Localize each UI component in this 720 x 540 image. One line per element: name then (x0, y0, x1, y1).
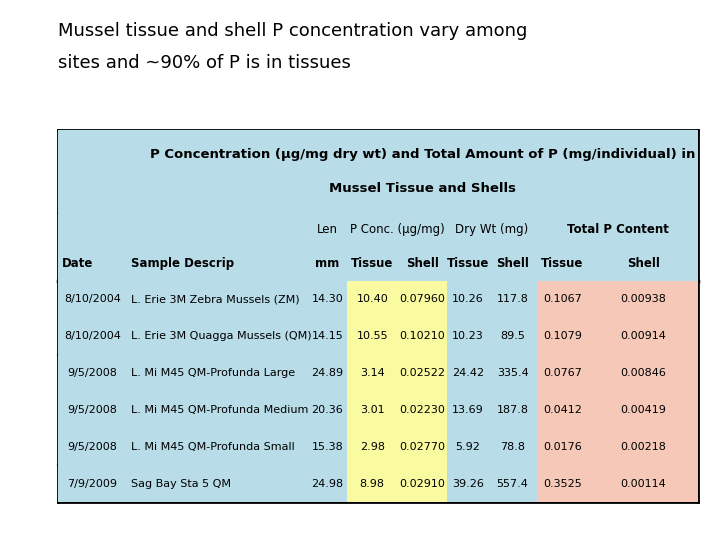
Text: 0.00938: 0.00938 (621, 294, 666, 304)
Text: L. Mi M45 QM-Profunda Small: L. Mi M45 QM-Profunda Small (131, 442, 295, 452)
Text: 10.40: 10.40 (356, 294, 388, 304)
Text: L. Mi M45 QM-Profunda Medium: L. Mi M45 QM-Profunda Medium (131, 405, 308, 415)
Text: 24.98: 24.98 (311, 479, 343, 489)
Text: 0.00914: 0.00914 (621, 331, 666, 341)
Text: Date: Date (62, 256, 94, 270)
Text: 0.00846: 0.00846 (621, 368, 666, 378)
Text: L. Erie 3M Quagga Mussels (QM): L. Erie 3M Quagga Mussels (QM) (131, 331, 312, 341)
Text: 117.8: 117.8 (497, 294, 528, 304)
Text: 0.02230: 0.02230 (400, 405, 445, 415)
Text: 0.1079: 0.1079 (543, 331, 582, 341)
Text: 0.0412: 0.0412 (543, 405, 582, 415)
Text: P Concentration (μg/mg dry wt) and Total Amount of P (mg/individual) in: P Concentration (μg/mg dry wt) and Total… (150, 147, 695, 161)
Text: L. Erie 3M Zebra Mussels (ZM): L. Erie 3M Zebra Mussels (ZM) (131, 294, 300, 304)
Text: 0.02770: 0.02770 (399, 442, 445, 452)
Text: 0.0767: 0.0767 (543, 368, 582, 378)
Text: 5.92: 5.92 (455, 442, 480, 452)
Text: 0.07960: 0.07960 (400, 294, 445, 304)
Text: 24.89: 24.89 (311, 368, 343, 378)
Text: Tissue: Tissue (541, 256, 584, 270)
Text: Len: Len (317, 223, 338, 236)
Text: 0.00218: 0.00218 (621, 442, 666, 452)
Text: 8/10/2004: 8/10/2004 (64, 294, 121, 304)
Text: mm: mm (315, 256, 340, 270)
Text: 8/10/2004: 8/10/2004 (64, 331, 121, 341)
Text: Sag Bay Sta 5 QM: Sag Bay Sta 5 QM (131, 479, 231, 489)
Text: 0.00419: 0.00419 (621, 405, 666, 415)
Text: 3.01: 3.01 (360, 405, 384, 415)
Text: Shell: Shell (627, 256, 660, 270)
Text: 89.5: 89.5 (500, 331, 525, 341)
Text: 0.10210: 0.10210 (400, 331, 445, 341)
Text: 24.42: 24.42 (451, 368, 484, 378)
Text: 78.8: 78.8 (500, 442, 525, 452)
Text: Sample Descrip: Sample Descrip (131, 256, 234, 270)
Text: L. Mi M45 QM-Profunda Large: L. Mi M45 QM-Profunda Large (131, 368, 295, 378)
Text: Shell: Shell (406, 256, 438, 270)
Text: 0.0176: 0.0176 (543, 442, 582, 452)
Text: 14.30: 14.30 (312, 294, 343, 304)
Text: 9/5/2008: 9/5/2008 (67, 368, 117, 378)
Text: 3.14: 3.14 (360, 368, 384, 378)
Text: 7/9/2009: 7/9/2009 (67, 479, 117, 489)
Text: 335.4: 335.4 (497, 368, 528, 378)
Text: 10.55: 10.55 (356, 331, 388, 341)
Text: sites and ~90% of P is in tissues: sites and ~90% of P is in tissues (58, 54, 351, 72)
Text: 2.98: 2.98 (360, 442, 384, 452)
Text: 20.36: 20.36 (312, 405, 343, 415)
Text: 14.15: 14.15 (312, 331, 343, 341)
Text: Mussel tissue and shell P concentration vary among: Mussel tissue and shell P concentration … (58, 22, 527, 39)
Text: 15.38: 15.38 (312, 442, 343, 452)
Text: Tissue: Tissue (351, 256, 393, 270)
Text: 8.98: 8.98 (360, 479, 384, 489)
Text: Tissue: Tissue (446, 256, 489, 270)
Text: 0.3525: 0.3525 (543, 479, 582, 489)
Text: 13.69: 13.69 (452, 405, 484, 415)
Text: 10.23: 10.23 (452, 331, 484, 341)
Text: 39.26: 39.26 (451, 479, 484, 489)
Text: 557.4: 557.4 (497, 479, 528, 489)
Text: 187.8: 187.8 (497, 405, 528, 415)
Text: 0.1067: 0.1067 (543, 294, 582, 304)
Text: 0.02910: 0.02910 (400, 479, 445, 489)
Text: 0.02522: 0.02522 (399, 368, 445, 378)
Text: 0.00114: 0.00114 (621, 479, 666, 489)
Text: P Conc. (μg/mg): P Conc. (μg/mg) (350, 223, 444, 236)
Text: Dry Wt (mg): Dry Wt (mg) (456, 223, 528, 236)
Text: 9/5/2008: 9/5/2008 (67, 442, 117, 452)
Text: Total P Content: Total P Content (567, 223, 669, 236)
Text: 9/5/2008: 9/5/2008 (67, 405, 117, 415)
Text: Mussel Tissue and Shells: Mussel Tissue and Shells (329, 182, 516, 195)
Text: 10.26: 10.26 (452, 294, 484, 304)
Text: Shell: Shell (496, 256, 529, 270)
